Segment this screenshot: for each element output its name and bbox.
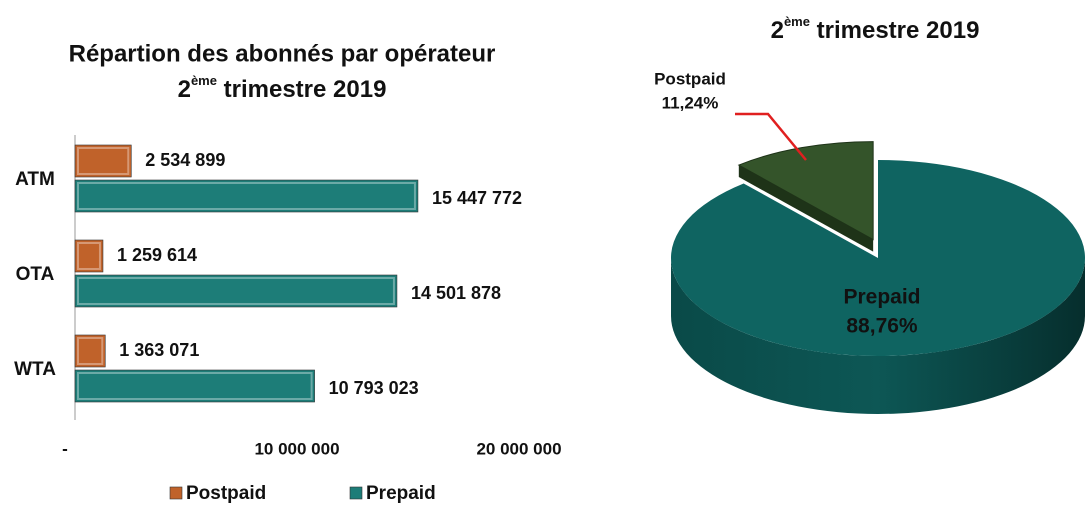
- pie-slice: [671, 160, 1085, 356]
- bar: [74, 239, 104, 273]
- slice-edge: [738, 165, 874, 252]
- slice-label: Prepaid: [843, 286, 920, 309]
- bar-bevel: [77, 372, 313, 400]
- title-part: 2: [771, 17, 784, 44]
- pie-side: [671, 258, 1085, 414]
- data-label: 2 534 899: [145, 150, 225, 170]
- leader-line: [735, 112, 807, 161]
- title-sup: ème: [784, 14, 810, 29]
- title-part: [810, 17, 817, 44]
- legend-label: Prepaid: [366, 483, 436, 504]
- pie-title: 2ème trimestre 2019: [771, 14, 980, 44]
- legend-swatch: [349, 486, 363, 500]
- x-tick-label: -: [62, 439, 68, 458]
- bar-bevel: [77, 242, 101, 270]
- subtitle-part: 2: [178, 76, 191, 103]
- title-part: trimestre 2019: [817, 17, 980, 44]
- slice-value: 88,76%: [846, 315, 918, 338]
- bar-bevel: [77, 337, 104, 365]
- legend-swatch: [169, 486, 183, 500]
- y-tick-label: ATM: [15, 169, 55, 190]
- data-label: 15 447 772: [432, 188, 522, 208]
- data-label: 10 793 023: [329, 378, 419, 398]
- y-tick-label: OTA: [16, 264, 55, 285]
- bar: [74, 334, 106, 368]
- slice-value: 11,24%: [662, 93, 719, 112]
- x-tick-label: 10 000 000: [254, 439, 339, 458]
- y-tick-label: WTA: [14, 359, 56, 380]
- x-tick-label: 20 000 000: [476, 439, 561, 458]
- bar: [74, 274, 398, 308]
- bar-bevel: [77, 182, 416, 210]
- bar: [74, 369, 315, 403]
- legend-label: Postpaid: [186, 483, 266, 504]
- bar-subtitle: 2ème trimestre 2019: [178, 73, 387, 103]
- bar-bevel: [77, 147, 130, 175]
- bar: [74, 179, 419, 213]
- bar-title: Répartion des abonnés par opérateur: [69, 40, 496, 67]
- data-label: 1 363 071: [119, 340, 199, 360]
- bar-bevel: [77, 277, 395, 305]
- subtitle-sup: ème: [191, 73, 217, 88]
- bar: [74, 144, 132, 178]
- subtitle-part: trimestre 2019: [224, 76, 387, 103]
- data-label: 1 259 614: [117, 245, 197, 265]
- subtitle-part: [217, 76, 224, 103]
- data-label: 14 501 878: [411, 283, 501, 303]
- pie-slice: [737, 141, 874, 241]
- slice-label: Postpaid: [654, 69, 726, 88]
